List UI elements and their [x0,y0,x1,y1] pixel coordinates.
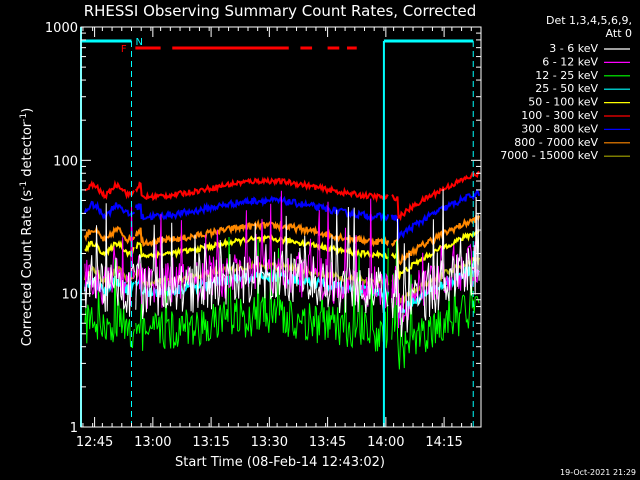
night-flag-label: N [136,37,143,48]
y-tick-label: 100 [53,154,78,169]
y-tick-label: 10 [61,288,78,303]
x-axis-label: Start Time (08-Feb-14 12:43:02) [175,455,385,470]
y-label-part3: ) [20,108,35,113]
legend-entry-label: 800 - 7000 keV [514,136,598,149]
y-tick-label: 1 [70,421,78,436]
x-tick-label: 14:00 [367,435,404,450]
y-axis-label: Corrected Count Rate (s-1 detector-1) [19,108,35,346]
plot-frame [80,26,482,428]
chart-title: RHESSI Observing Summary Count Rates, Co… [84,2,477,20]
series-line-0 [84,189,480,337]
x-tick-label: 13:45 [309,435,346,450]
series-line-6 [83,188,481,242]
y-label-sup1: -1 [19,181,29,190]
y-label-part2: detector [20,121,35,181]
legend-entry-label: 25 - 50 keV [535,82,598,95]
x-tick-label: 13:30 [251,435,288,450]
timestamp: 19-Oct-2021 21:29 [560,468,636,477]
axis-ticks: 1 10 100 1000 12:45 13:00 13:15 13:30 13:45 14:00… [45,21,481,450]
legend-header-1: Det 1,3,4,5,6,9, [546,14,632,27]
series-line-5 [84,170,480,222]
flare-flag-label: F [121,44,127,55]
legend-entry-label: 6 - 12 keV [542,55,598,68]
legend-entry-label: 100 - 300 keV [521,109,598,122]
y-tick-label: 1000 [45,21,78,36]
legend-entry-label: 3 - 6 keV [549,42,598,55]
legend-header-2: Att 0 [606,27,632,40]
x-tick-label: 12:45 [76,435,113,450]
x-tick-label: 13:00 [134,435,171,450]
plot-area [83,170,481,370]
legend-entry-label: 300 - 800 keV [521,122,598,135]
legend-entry-label: 50 - 100 keV [528,96,598,109]
x-tick-label: 13:15 [192,435,229,450]
legend-entry-label: 7000 - 15000 keV [500,149,598,162]
y-label-sup2: -1 [19,113,29,122]
x-tick-label: 14:15 [425,435,462,450]
series-line-2 [84,236,480,370]
legend-entry-label: 12 - 25 keV [535,69,598,82]
y-label-part1: Corrected Count Rate (s [20,190,35,347]
